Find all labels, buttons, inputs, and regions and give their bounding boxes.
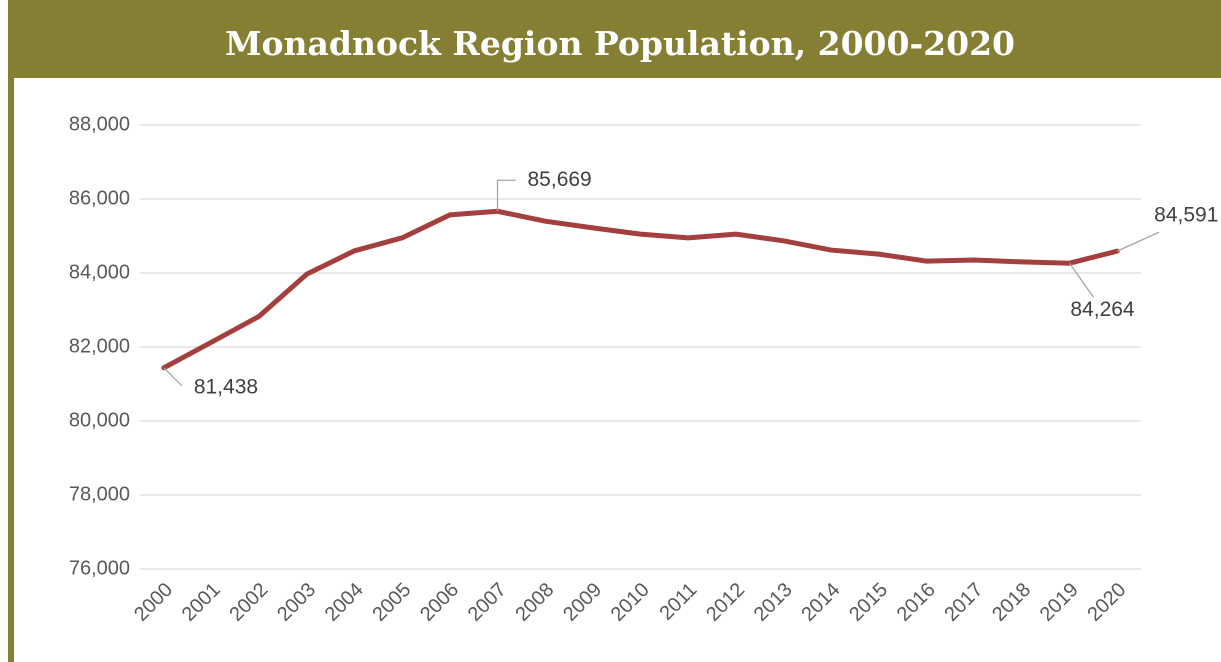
- leader-line: [1068, 262, 1095, 298]
- data-label: 81,438: [194, 375, 258, 398]
- leader-line: [1116, 231, 1160, 252]
- x-tick-label: 2014: [797, 579, 844, 626]
- x-tick-label: 2015: [845, 579, 892, 626]
- leader-line: [163, 367, 183, 387]
- x-tick-label: 2008: [511, 579, 558, 626]
- x-tick-label: 2009: [559, 579, 606, 626]
- y-tick-label: 78,000: [69, 483, 130, 505]
- y-tick-label: 80,000: [69, 409, 130, 431]
- data-label: 84,264: [1070, 298, 1135, 321]
- y-tick-label: 88,000: [69, 113, 130, 135]
- line-series: [161, 208, 1120, 371]
- x-tick-label: 2002: [225, 579, 272, 626]
- chart-title: Monadnock Region Population, 2000-2020: [225, 24, 1015, 63]
- data-label: 85,669: [528, 168, 592, 191]
- x-tick-label: 2004: [321, 579, 368, 626]
- left-border: [8, 0, 14, 662]
- y-tick-label: 84,000: [69, 261, 130, 283]
- y-tick-label: 82,000: [69, 335, 130, 357]
- x-tick-label: 2012: [702, 579, 749, 626]
- x-tick-label: 2016: [893, 579, 940, 626]
- x-tick-label: 2005: [368, 579, 415, 626]
- y-tick-label: 76,000: [69, 557, 130, 579]
- x-tick-label: 2007: [464, 579, 511, 626]
- x-tick-label: 2000: [130, 579, 177, 626]
- x-tick-label: 2019: [1036, 579, 1083, 626]
- x-tick-label: 2003: [273, 579, 320, 626]
- x-tick-label: 2017: [940, 579, 987, 626]
- x-tick-label: 2010: [607, 579, 654, 626]
- x-tick-label: 2006: [416, 579, 463, 626]
- title-bar: [8, 0, 1221, 78]
- data-label: 84,591: [1154, 204, 1218, 227]
- x-tick-label: 2020: [1083, 579, 1130, 626]
- y-tick-label: 86,000: [69, 187, 130, 209]
- x-tick-label: 2018: [988, 579, 1035, 626]
- x-tick-label: 2011: [655, 579, 701, 625]
- x-tick-label: 2001: [178, 579, 225, 626]
- x-tick-label: 2013: [750, 579, 797, 626]
- leader-line: [496, 179, 516, 212]
